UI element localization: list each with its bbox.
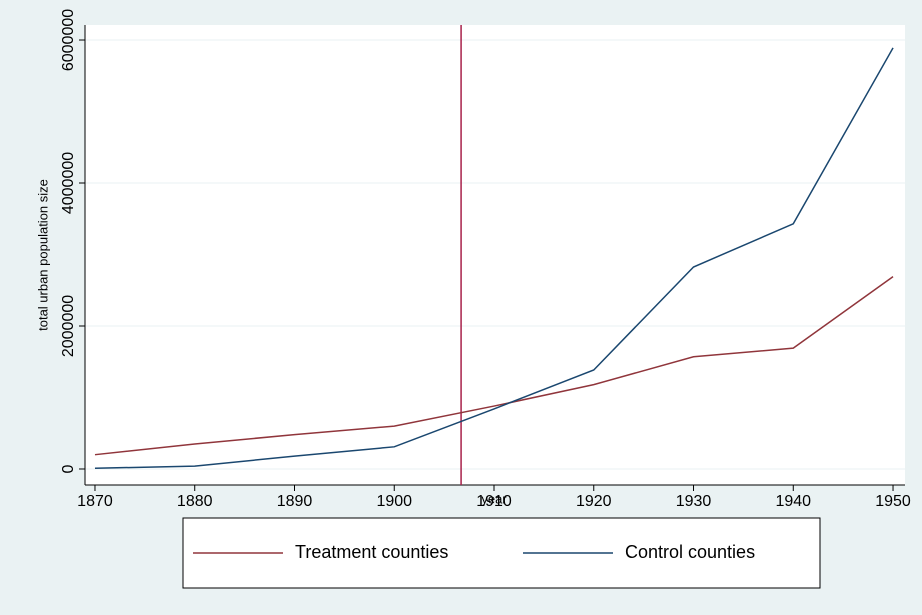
x-tick-label: 1900 <box>376 493 412 510</box>
legend-label: Control counties <box>625 542 755 562</box>
legend-label: Treatment counties <box>295 542 448 562</box>
x-tick-label: 1910 <box>476 493 512 510</box>
x-tick-label: 1940 <box>775 493 811 510</box>
y-tick-label: 6000000 <box>60 9 77 71</box>
x-tick-label: 1880 <box>177 493 213 510</box>
y-tick-label: 0 <box>60 464 77 473</box>
x-tick-label: 1920 <box>576 493 612 510</box>
y-tick-label: 4000000 <box>60 152 77 214</box>
series-line <box>94 47 894 470</box>
x-tick-label: 1930 <box>676 493 712 510</box>
x-tick-label: 1950 <box>875 493 911 510</box>
x-tick-label: 1890 <box>277 493 313 510</box>
series-line <box>94 276 894 456</box>
x-axis-title: year <box>481 491 507 506</box>
y-axis-title: total urban population size <box>35 179 50 331</box>
plot-area <box>85 25 905 485</box>
x-tick-label: 1870 <box>77 493 113 510</box>
y-tick-label: 2000000 <box>60 295 77 357</box>
legend <box>182 517 821 589</box>
